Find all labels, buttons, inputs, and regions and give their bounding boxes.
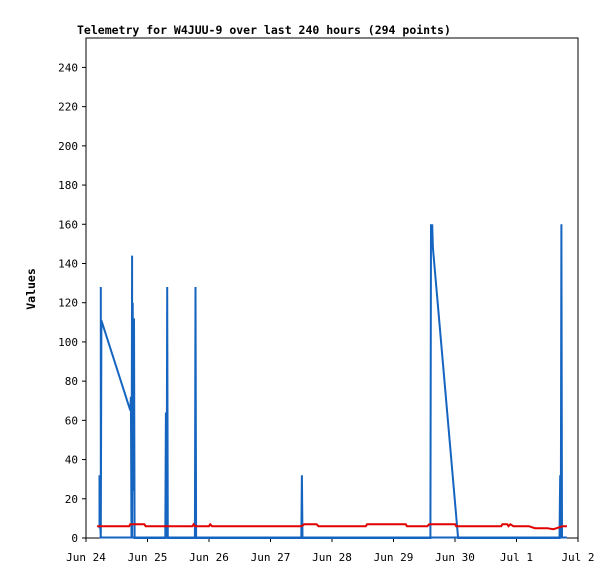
x-tick-label: Jun 29 [374,551,414,564]
y-axis: 0 20 40 60 80 100 120 140 160 180 200 220 240 [58,61,86,545]
plot-area [85,37,579,539]
y-tick-label: 60 [65,414,78,427]
y-tick-label: 200 [58,140,78,153]
y-tick-label: 240 [58,61,78,74]
x-tick-label: Jul 2 [561,551,594,564]
x-tick-label: Jul 1 [500,551,533,564]
series-line-1 [98,224,563,539]
x-tick-label: Jun 27 [251,551,291,564]
y-tick-label: 0 [71,532,78,545]
y-tick-label: 180 [58,179,78,192]
y-tick-label: 120 [58,297,78,310]
x-tick-label: Jun 25 [128,551,168,564]
x-tick-label: Jun 26 [189,551,229,564]
x-tick-label: Jun 28 [312,551,352,564]
y-tick-label: 80 [65,375,78,388]
chart-title: Telemetry for W4JUU-9 over last 240 hour… [77,23,451,37]
y-tick-label: 20 [65,493,78,506]
y-tick-label: 100 [58,336,78,349]
y-tick-label: 40 [65,454,78,467]
x-axis: Jun 24 Jun 25 Jun 26 Jun 27 Jun 28 Jun 29 Jun … [66,538,595,564]
series-layer [97,224,567,539]
series-line-2 [97,522,567,531]
y-tick-label: 140 [58,257,78,270]
y-tick-label: 220 [58,101,78,114]
x-tick-label: Jun 24 [66,551,106,564]
y-axis-label: Values [24,268,38,310]
y-tick-label: 160 [58,218,78,231]
x-tick-label: Jun 30 [435,551,475,564]
